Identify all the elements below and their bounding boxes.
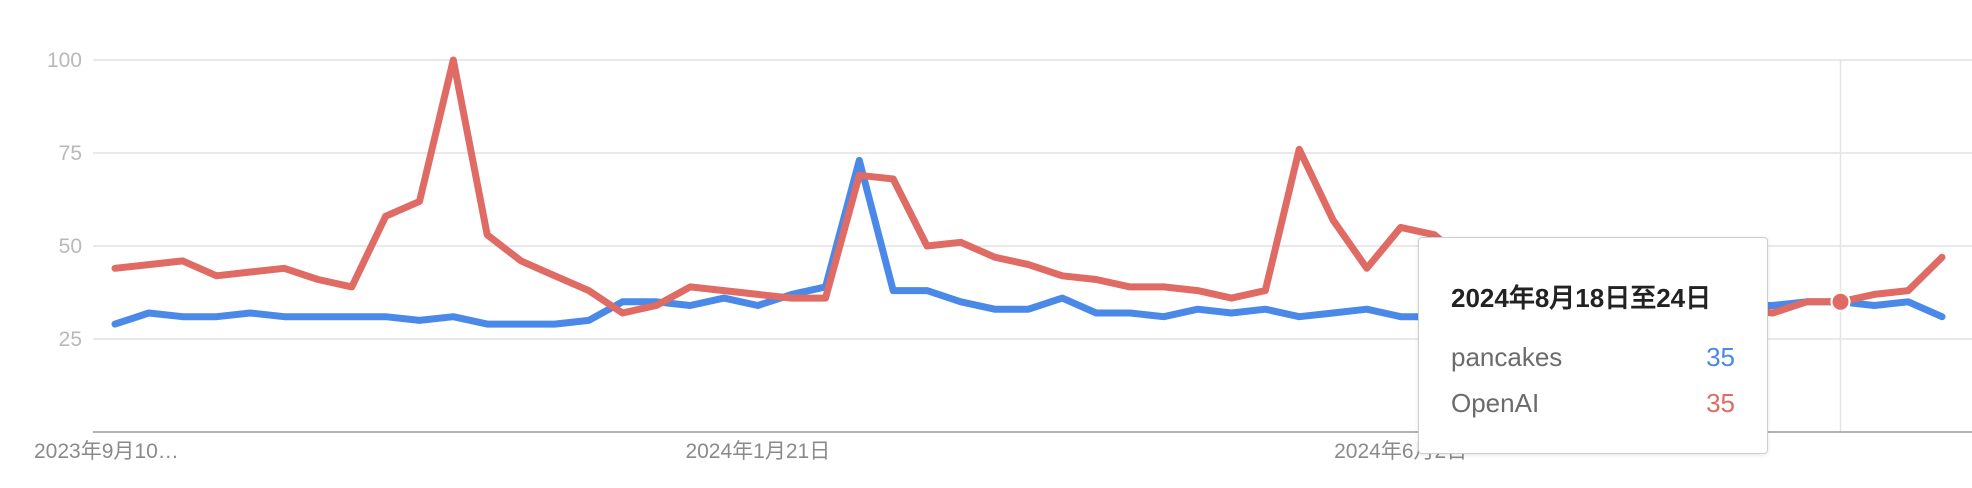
y-tick-label: 100	[47, 49, 82, 72]
x-tick-label: 2024年1月21日	[685, 440, 830, 463]
y-tick-label: 75	[59, 142, 82, 165]
tooltip-date: 2024年8月18日至24日	[1451, 283, 1712, 313]
x-tick-label: 2023年9月10…	[34, 440, 179, 463]
tooltip-row-openai: OpenAI 35	[1451, 388, 1735, 422]
tooltip-series-name: pancakes	[1451, 342, 1563, 372]
hover-points	[1830, 291, 1851, 312]
tooltip-series-name: OpenAI	[1451, 388, 1540, 418]
y-axis: 25 50 75 100	[47, 49, 82, 351]
x-axis: 2023年9月10… 2024年1月21日 2024年6月2日	[34, 440, 1467, 463]
tooltip-series-value: 35	[1706, 342, 1735, 372]
y-tick-label: 25	[59, 328, 82, 351]
tooltip-row-pancakes: pancakes 35	[1451, 342, 1735, 376]
hover-point-openai	[1830, 291, 1851, 312]
y-tick-label: 50	[59, 235, 82, 258]
tooltip: 2024年8月18日至24日 pancakes 35 OpenAI 35	[1418, 237, 1768, 454]
tooltip-series-value: 35	[1706, 388, 1735, 418]
